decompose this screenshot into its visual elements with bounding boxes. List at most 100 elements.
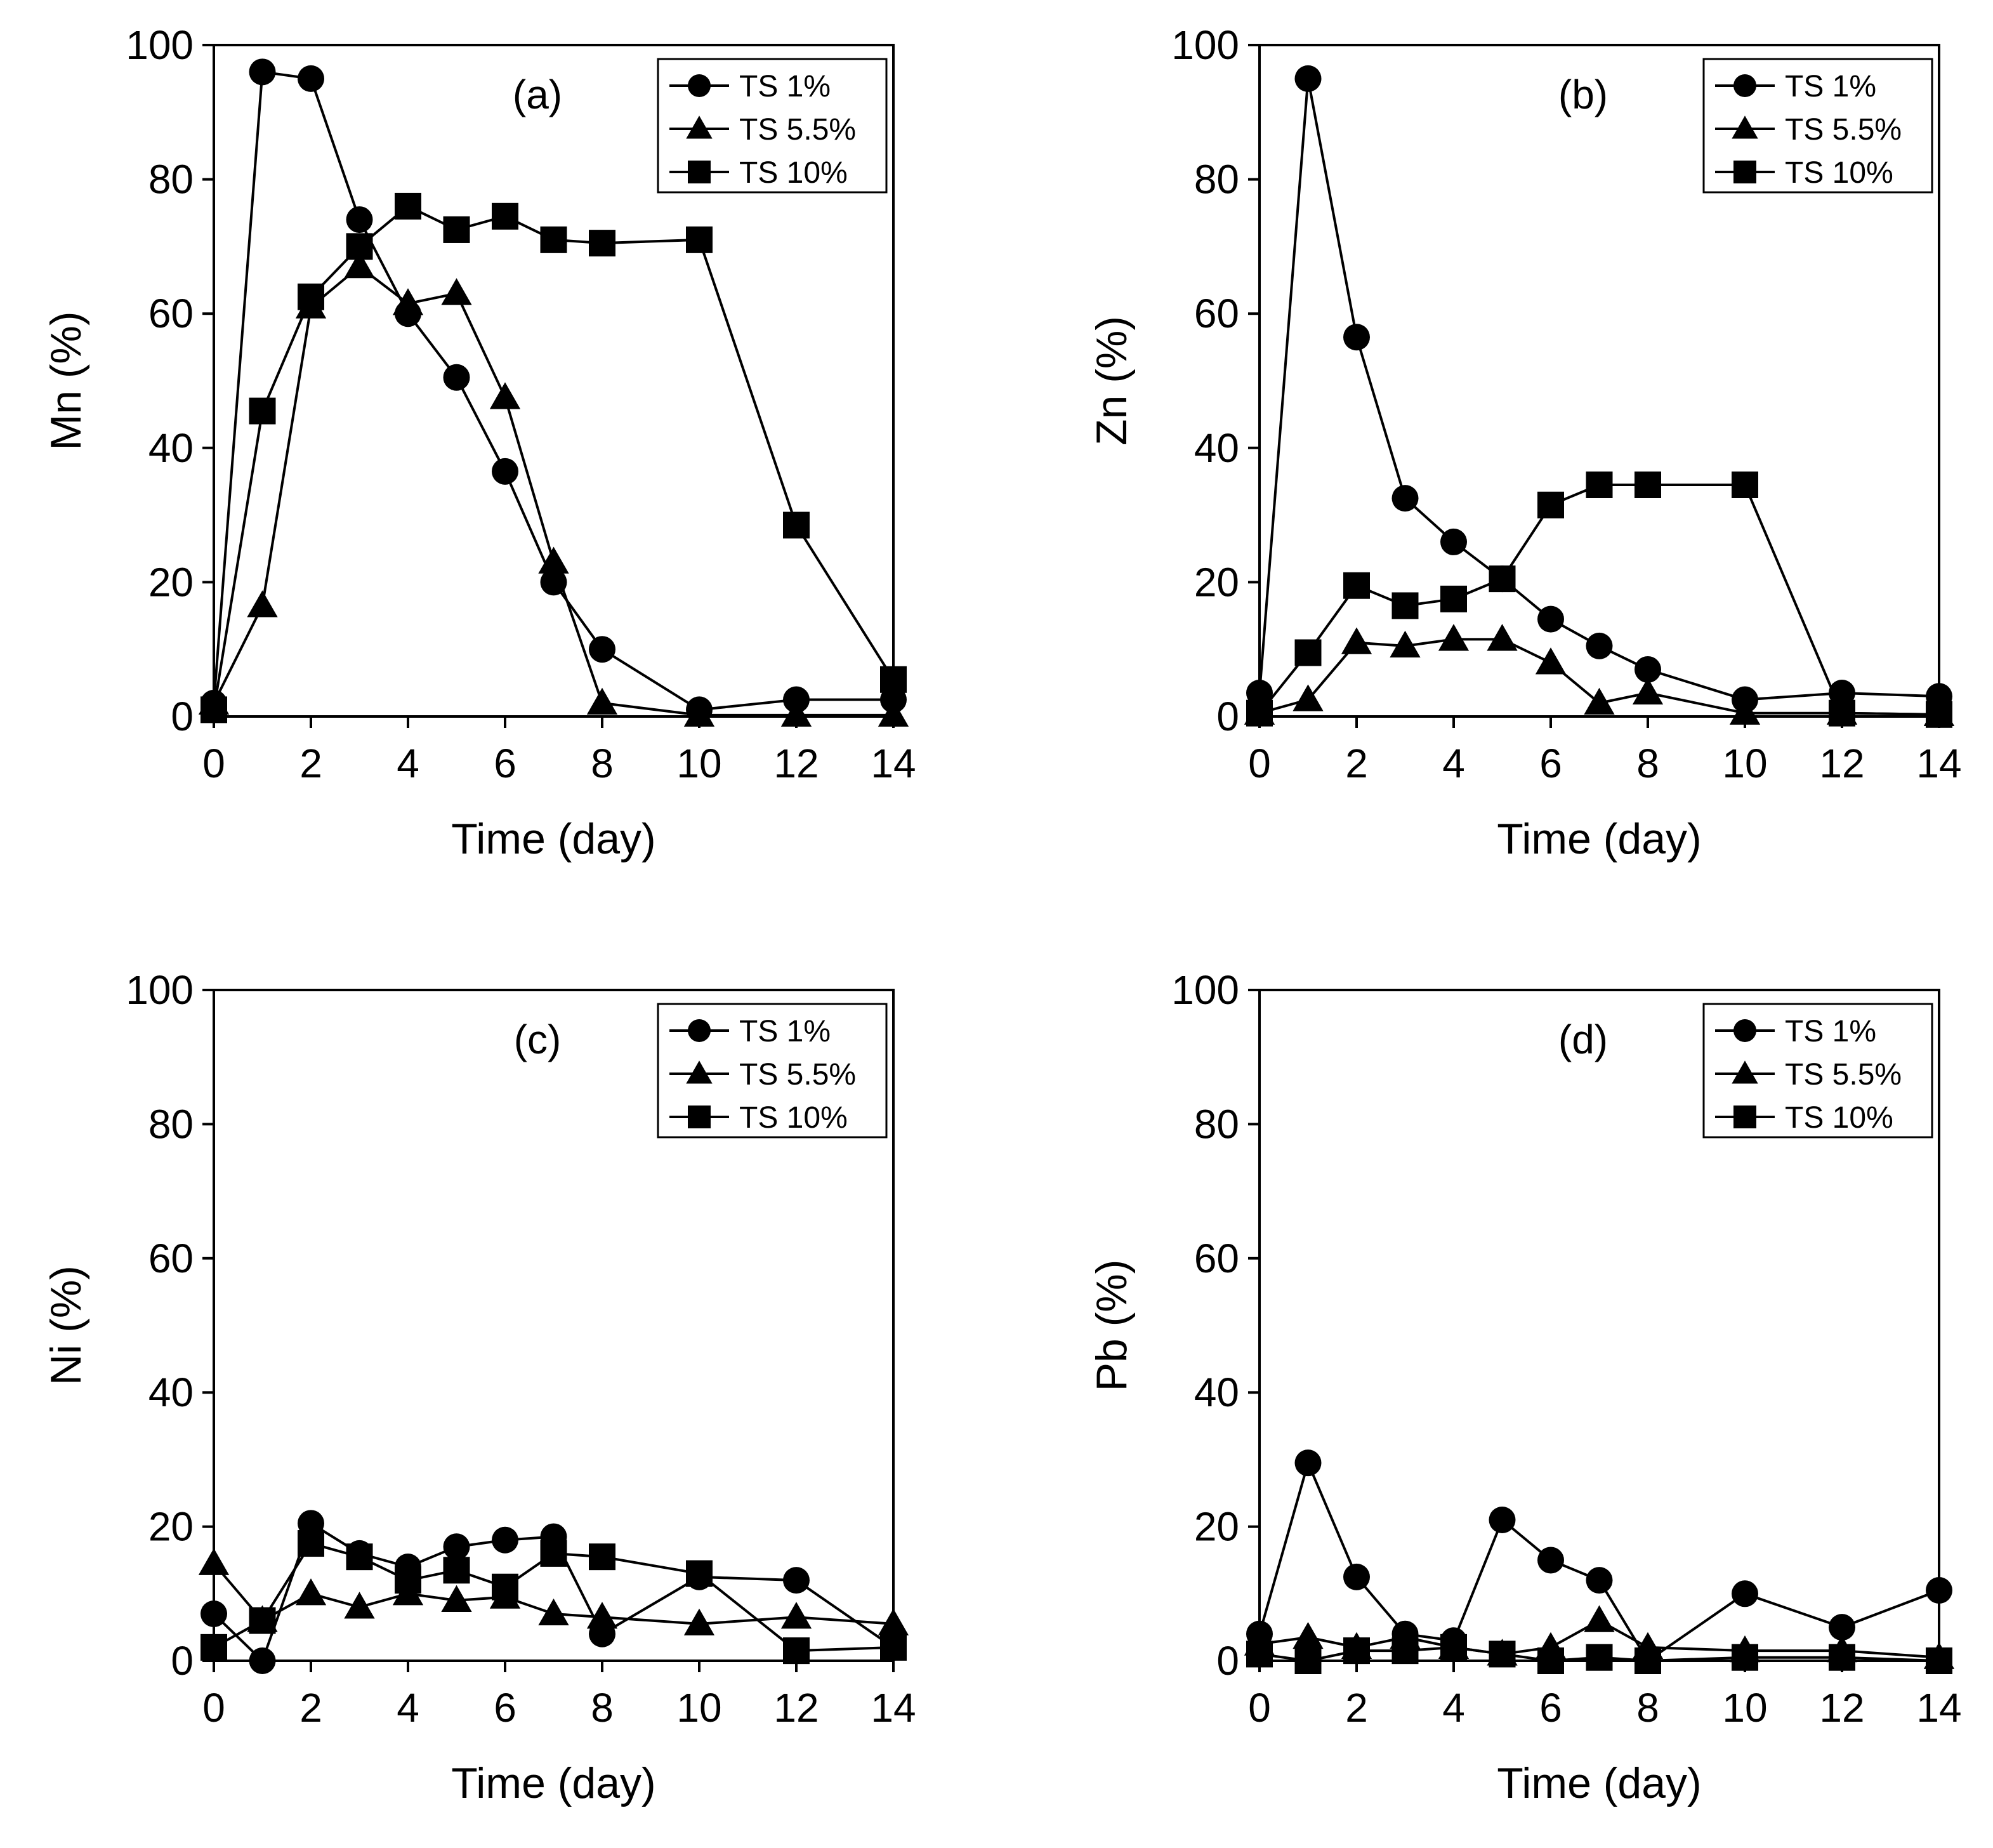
chart-panel-3: 0 20 40 60 80 100 0 2 4 6 8 10 12 14 Time (day) Ni (%) (… [42, 967, 916, 1807]
data-point-square [880, 666, 907, 693]
data-point-circle [298, 1510, 324, 1537]
plot-frame [213, 44, 895, 718]
data-point-square [589, 1543, 615, 1571]
data-point-square [249, 397, 276, 425]
data-point-square [783, 512, 810, 539]
data-point-square [1489, 565, 1516, 593]
series-line-2 [213, 265, 893, 716]
data-point-square [201, 696, 227, 723]
data-point-triangle [683, 699, 715, 727]
legend-label: TS 1% [739, 70, 831, 103]
data-point-triangle [247, 590, 278, 617]
data-point-square [395, 1567, 421, 1594]
data-point-circle [1586, 1567, 1613, 1594]
data-point-circle [783, 686, 810, 713]
data-point-square [1391, 1637, 1419, 1665]
data-point-circle [1343, 324, 1370, 351]
data-point-circle [783, 1567, 810, 1594]
data-point-circle [249, 58, 276, 86]
data-point-square [1343, 1637, 1370, 1665]
x-tick-label: 8 [591, 741, 614, 786]
legend-label: TS 1% [739, 1015, 831, 1048]
data-point-circle [1391, 485, 1419, 512]
legend-label: TS 1% [1785, 70, 1876, 103]
data-point-circle [540, 569, 567, 596]
legend-label: TS 5.5% [739, 1058, 856, 1092]
data-point-triangle [441, 278, 472, 305]
legend-marker-square [688, 161, 711, 183]
data-point-circle [1732, 1580, 1758, 1607]
y-tick-label: 80 [148, 1101, 194, 1147]
x-tick-label: 2 [299, 741, 322, 786]
panel-label: (a) [513, 72, 562, 117]
data-point-triangle [1729, 697, 1761, 725]
x-tick-label: 10 [676, 1685, 721, 1731]
legend-marker-triangle [1732, 1060, 1758, 1084]
data-point-triangle [878, 699, 909, 727]
plot-frame [213, 989, 895, 1662]
panel-label: (c) [514, 1017, 562, 1062]
data-point-square [249, 1607, 276, 1634]
y-axis-title: Pb (%) [1088, 1260, 1136, 1392]
data-point-triangle [1535, 647, 1567, 675]
data-point-triangle [538, 546, 569, 574]
data-point-circle [443, 1533, 470, 1561]
x-axis-title: Time (day) [451, 815, 655, 863]
legend-label: TS 1% [1785, 1015, 1876, 1048]
x-tick-label: 4 [1442, 1685, 1465, 1731]
y-tick-label: 100 [126, 22, 194, 68]
data-point-square [589, 230, 615, 257]
data-point-triangle [586, 687, 618, 715]
chart-panel-2: 0 20 40 60 80 100 0 2 4 6 8 10 12 14 Time (day) Zn (%) (… [1088, 22, 1962, 863]
data-point-circle [1829, 679, 1855, 706]
data-point-square [1586, 1644, 1613, 1671]
panel-label: (d) [1558, 1017, 1608, 1062]
y-tick-label: 20 [148, 559, 194, 605]
data-point-triangle [780, 1602, 812, 1629]
x-tick-label: 8 [1636, 1685, 1659, 1731]
data-point-square [1537, 1647, 1564, 1674]
y-tick-label: 0 [171, 694, 194, 739]
x-tick-label: 8 [1636, 741, 1659, 786]
data-point-square [492, 202, 518, 230]
data-point-square [1391, 592, 1419, 619]
data-point-triangle [1292, 684, 1324, 711]
legend-label: TS 10% [1785, 1101, 1893, 1135]
data-point-square [1829, 1644, 1855, 1671]
x-tick-label: 0 [1248, 1685, 1271, 1731]
y-tick-label: 80 [148, 157, 194, 202]
data-point-circle [492, 458, 518, 485]
x-tick-label: 0 [202, 1685, 225, 1731]
data-point-circle [1829, 1614, 1855, 1641]
legend-label: TS 5.5% [739, 113, 856, 147]
x-tick-label: 2 [1345, 1685, 1368, 1731]
data-point-triangle [878, 1608, 909, 1635]
data-point-triangle [1292, 1621, 1324, 1649]
data-point-triangle [1341, 627, 1372, 654]
panel-label: (b) [1558, 72, 1608, 117]
x-axis-title: Time (day) [1497, 1759, 1701, 1807]
data-point-square [1246, 699, 1273, 727]
data-point-circle [1537, 1547, 1564, 1574]
chart-panel-1: 0 20 40 60 80 100 0 2 4 6 8 10 12 14 Time (day) Mn (%) (… [42, 22, 916, 863]
data-point-square [1926, 1647, 1952, 1674]
legend-marker-triangle [686, 1060, 713, 1084]
data-point-triangle [441, 1585, 472, 1612]
data-point-circle [346, 206, 373, 234]
data-point-triangle [1632, 677, 1664, 705]
legend-marker-triangle [686, 116, 713, 139]
data-point-circle [443, 364, 470, 391]
data-point-circle [589, 636, 615, 663]
data-point-triangle [295, 1578, 327, 1606]
data-point-triangle [1584, 687, 1615, 715]
series-line-1 [1258, 1462, 1940, 1662]
x-tick-label: 12 [773, 741, 819, 786]
legend-label: TS 10% [739, 156, 848, 190]
x-tick-label: 6 [1539, 741, 1562, 786]
data-point-square [686, 226, 713, 253]
data-point-circle [1246, 679, 1273, 706]
data-point-square [540, 226, 567, 253]
x-tick-label: 0 [202, 741, 225, 786]
data-point-circle [298, 65, 324, 92]
